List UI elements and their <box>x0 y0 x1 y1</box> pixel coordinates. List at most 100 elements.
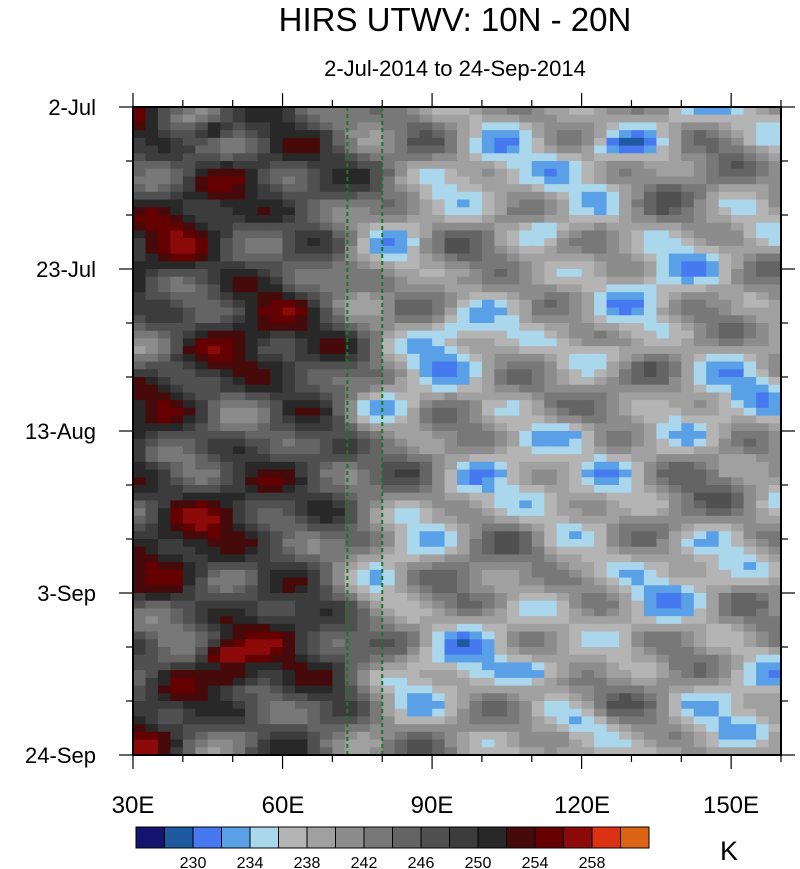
heatmap-cell-709 <box>544 207 558 216</box>
heatmap-cell-1474 <box>357 323 371 332</box>
heatmap-cell-3981 <box>494 693 508 702</box>
heatmap-cell-4042 <box>606 701 620 710</box>
heatmap-cell-1419 <box>319 315 333 324</box>
heatmap-cell-1923 <box>768 384 781 394</box>
heatmap-cell-398 <box>556 161 570 170</box>
heatmap-cell-1006 <box>357 253 371 262</box>
heatmap-cell-3232 <box>232 585 246 594</box>
heatmap-cell-1097 <box>195 269 209 278</box>
heatmap-cell-309 <box>743 145 757 154</box>
heatmap-cell-2339 <box>768 446 781 455</box>
heatmap-cell-3065 <box>743 554 757 563</box>
heatmap-cell-2274 <box>606 438 620 448</box>
heatmap-cell-1397 <box>693 307 707 316</box>
heatmap-cell-1726 <box>257 361 271 370</box>
heatmap-cell-4203 <box>668 724 682 733</box>
heatmap-cell-3844 <box>731 670 745 679</box>
heatmap-cell-84 <box>531 114 545 124</box>
heatmap-cell-2745 <box>643 508 657 517</box>
heatmap-cell-3431 <box>768 608 781 617</box>
heatmap-cell-2671 <box>369 500 383 509</box>
heatmap-cell-590 <box>357 191 371 201</box>
heatmap-cell-3639 <box>768 639 781 648</box>
heatmap-cell-698 <box>407 207 421 216</box>
heatmap-cell-3618 <box>506 639 520 648</box>
heatmap-cell-254 <box>706 137 720 147</box>
heatmap-cell-1567 <box>220 338 234 347</box>
heatmap-cell-2410 <box>357 461 371 471</box>
heatmap-cell-1261 <box>295 292 309 301</box>
heatmap-cell-2287 <box>768 438 781 448</box>
heatmap-cell-811 <box>519 222 533 232</box>
heatmap-cell-1564 <box>182 338 196 347</box>
heatmap-cell-3158 <box>606 569 620 579</box>
heatmap-cell-1526 <box>357 330 371 340</box>
heatmap-cell-3806 <box>257 670 271 679</box>
heatmap-cell-2607 <box>220 492 234 502</box>
heatmap-cell-36 <box>581 107 595 116</box>
heatmap-cell-162 <box>207 130 221 139</box>
heatmap-cell-1491 <box>569 323 583 332</box>
heatmap-cell-2208 <box>432 431 446 440</box>
heatmap-cell-1181 <box>594 276 608 286</box>
heatmap-cell-3992 <box>631 693 645 702</box>
chart-subtitle: 2-Jul-2014 to 24-Sep-2014 <box>324 56 586 81</box>
heatmap-cell-1916 <box>681 384 695 394</box>
heatmap-cell-1898 <box>457 384 471 394</box>
heatmap-cell-1657 <box>693 346 707 355</box>
heatmap-cell-267 <box>220 145 234 154</box>
heatmap-cell-1970 <box>706 392 720 401</box>
heatmap-cell-2127 <box>718 415 732 424</box>
heatmap-cell-2841 <box>544 523 558 532</box>
heatmap-cell-1756 <box>631 361 645 370</box>
heatmap-cell-4281 <box>344 739 358 748</box>
heatmap-cell-731 <box>170 215 184 224</box>
heatmap-cell-1897 <box>444 384 458 394</box>
heatmap-cell-42 <box>656 107 670 116</box>
heatmap-cell-859 <box>469 230 483 239</box>
heatmap-cell-1032 <box>681 253 695 262</box>
heatmap-cell-776 <box>731 215 745 224</box>
heatmap-cell-1803 <box>569 369 583 378</box>
heatmap-cell-3282 <box>207 593 221 602</box>
heatmap-cell-3302 <box>457 593 471 602</box>
heatmap-cell-1180 <box>581 276 595 286</box>
heatmap-cell-480 <box>282 176 296 185</box>
heatmap-cell-3582 <box>706 631 720 640</box>
heatmap-cell-3691 <box>768 647 781 656</box>
heatmap-cell-1874 <box>157 384 171 394</box>
heatmap-cell-2931 <box>369 539 383 548</box>
heatmap-cell-2175 <box>668 423 682 432</box>
heatmap-cell-1676 <box>282 353 296 363</box>
heatmap-cell-725 <box>743 207 757 216</box>
heatmap-cell-2766 <box>257 515 271 525</box>
heatmap-cell-2503 <box>220 477 234 486</box>
heatmap-cell-149 <box>693 122 707 131</box>
heatmap-cell-2362 <box>407 454 421 463</box>
heatmap-cell-188 <box>531 130 545 139</box>
heatmap-cell-3911 <box>270 685 284 694</box>
heatmap-cell-766 <box>606 215 620 224</box>
heatmap-cell-2962 <box>756 539 770 548</box>
heatmap-cell-4280 <box>332 739 346 748</box>
heatmap-cell-2326 <box>606 446 620 455</box>
heatmap-cell-2822 <box>307 523 321 532</box>
heatmap-cell-2929 <box>344 539 358 548</box>
heatmap-cell-3298 <box>407 593 421 602</box>
heatmap-cell-2734 <box>506 508 520 517</box>
heatmap-cell-2906 <box>706 531 720 540</box>
heatmap-cell-3811 <box>319 670 333 679</box>
heatmap-cell-3945 <box>693 685 707 694</box>
heatmap-cell-2328 <box>631 446 645 455</box>
heatmap-cell-3340 <box>282 600 296 610</box>
heatmap-cell-3815 <box>369 670 383 679</box>
heatmap-cell-1390 <box>606 307 620 316</box>
heatmap-cell-3835 <box>619 670 633 679</box>
heatmap-cell-1870 <box>756 377 770 386</box>
heatmap-cell-34 <box>556 107 570 116</box>
heatmap-cell-4140 <box>531 716 545 725</box>
heatmap-cell-404 <box>631 161 645 170</box>
heatmap-cell-1116 <box>432 269 446 278</box>
heatmap-cell-3777 <box>544 662 558 671</box>
heatmap-cell-4312 <box>731 739 745 748</box>
